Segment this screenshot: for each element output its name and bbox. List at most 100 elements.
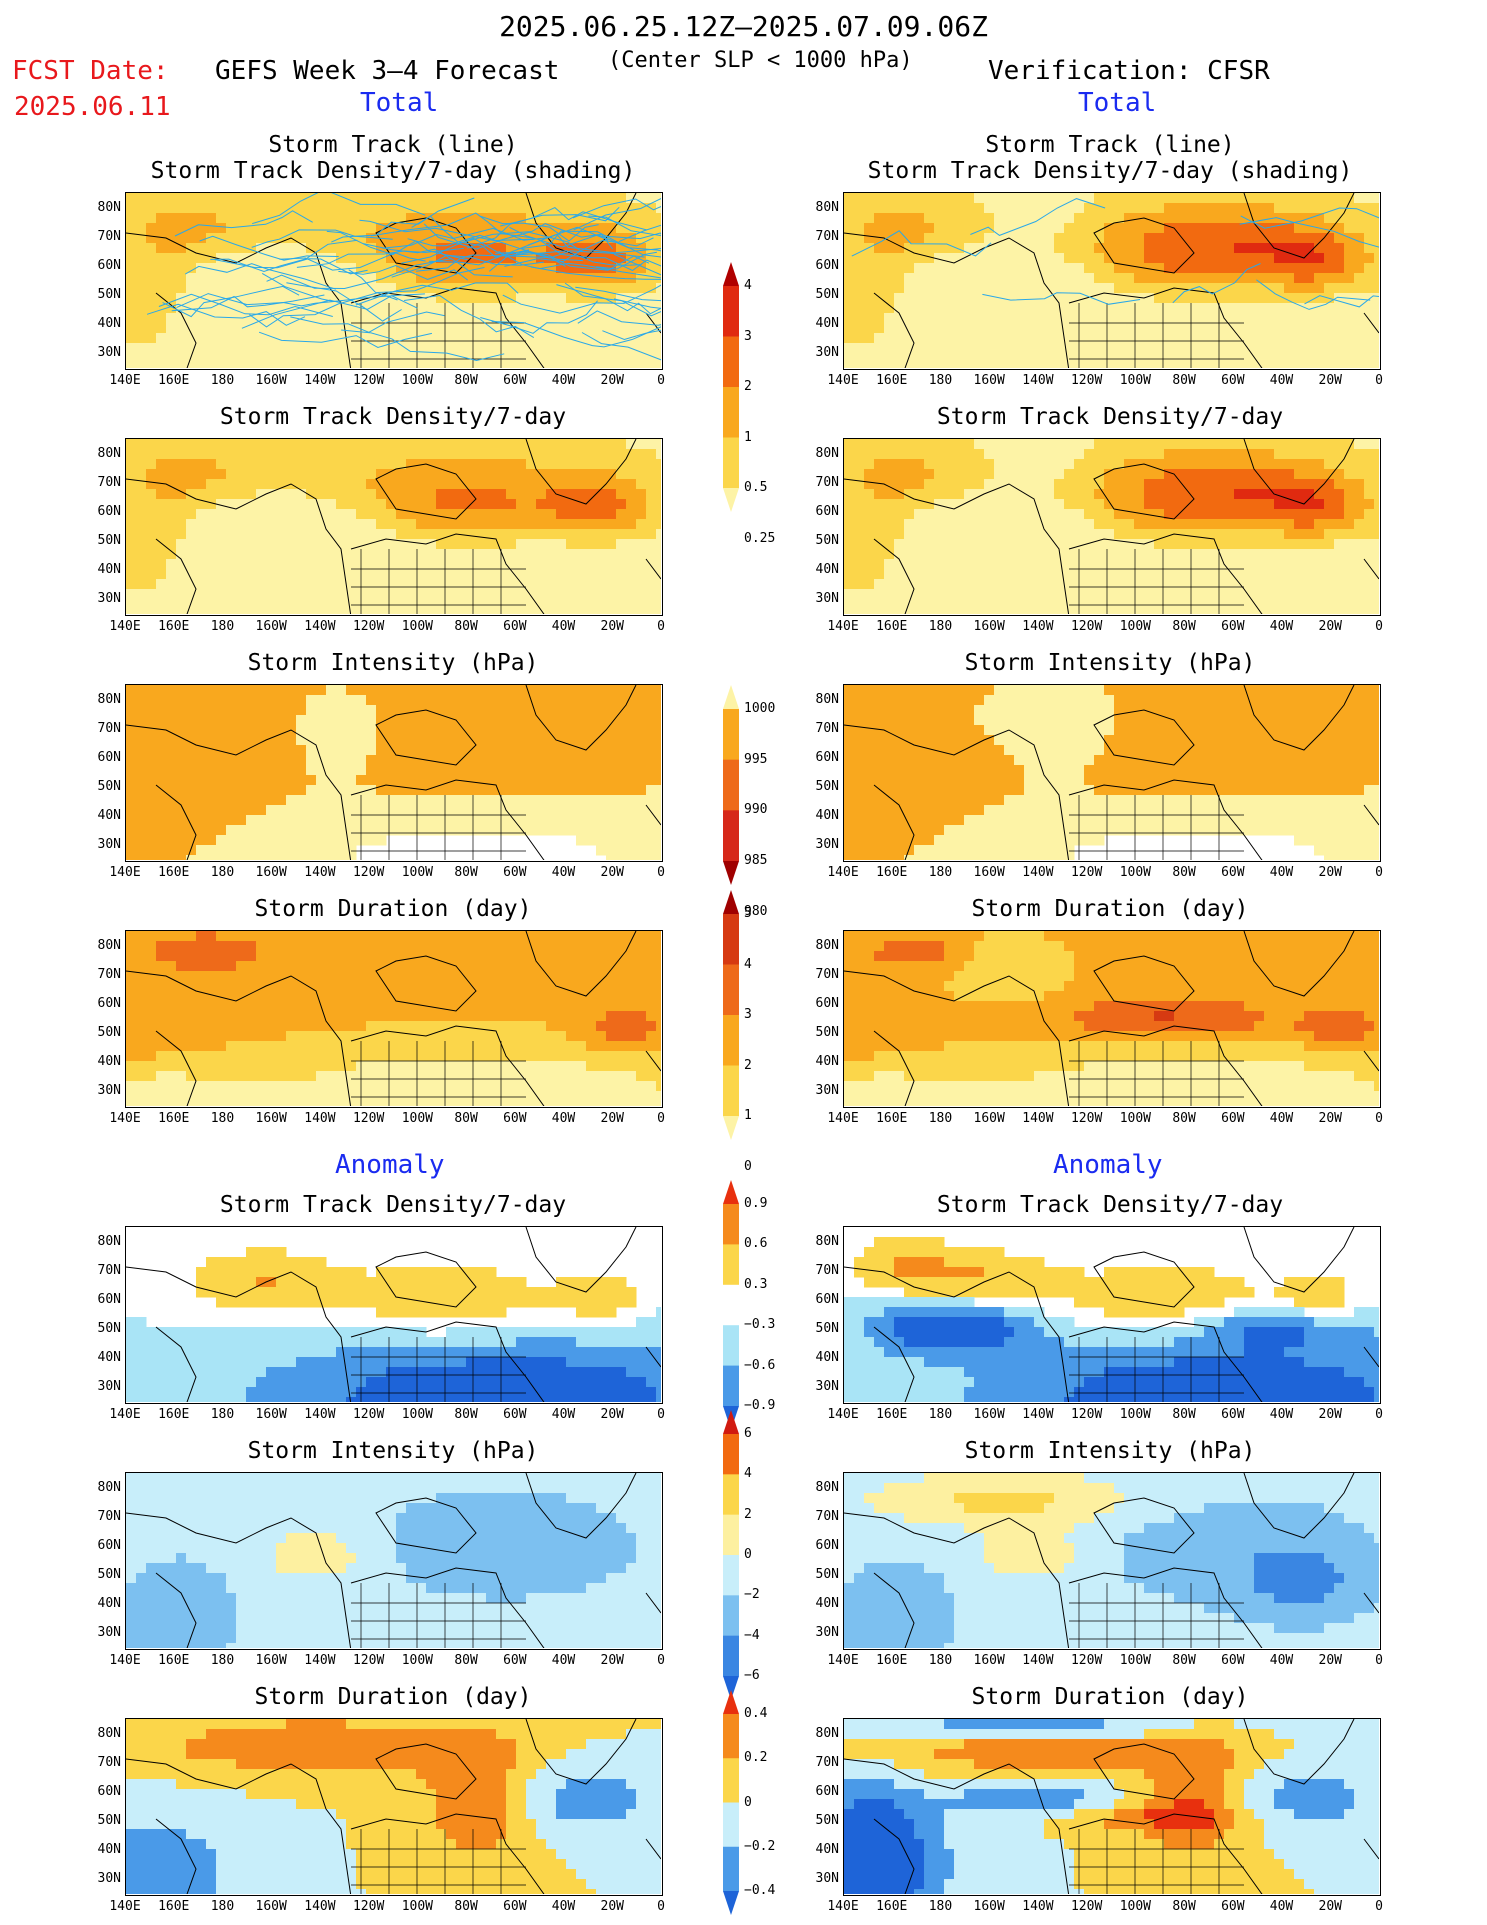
field-cell [1054, 449, 1065, 460]
field-cell [1244, 539, 1255, 550]
field-cell [626, 323, 637, 334]
field-cell [166, 529, 177, 540]
field-cell [416, 459, 427, 470]
map-track-density-verification [843, 192, 1381, 370]
field-cell [256, 835, 267, 846]
field-cell [884, 203, 895, 214]
field-cell [954, 233, 965, 244]
field-cell [466, 795, 477, 806]
lon-tick-label: 160W [973, 373, 1005, 388]
field-cell [854, 439, 865, 450]
field-cell [1154, 303, 1165, 314]
field-cell [1364, 193, 1375, 204]
field-cell [1074, 529, 1085, 540]
field-cell [526, 469, 537, 480]
field-cell [356, 223, 367, 234]
field-cell [854, 223, 865, 234]
field-cell [566, 293, 577, 304]
field-cell [626, 283, 637, 294]
field-cell [476, 559, 487, 570]
field-cell [994, 559, 1005, 570]
field-cell [526, 705, 537, 716]
field-cell [586, 439, 597, 450]
field-cell [844, 449, 855, 460]
field-cell [136, 775, 147, 786]
field-cell [556, 223, 567, 234]
field-cell [326, 479, 337, 490]
field-cell [994, 313, 1005, 324]
field-cell [844, 253, 855, 264]
field-cell [944, 343, 955, 354]
field-cell [326, 755, 337, 766]
field-cell [1084, 609, 1095, 614]
field-cell [1024, 449, 1035, 460]
storm-track-line [539, 239, 661, 272]
field-cell [1024, 529, 1035, 540]
field-cell [396, 735, 407, 746]
field-cell [576, 293, 587, 304]
field-cell [994, 233, 1005, 244]
field-cell [1054, 283, 1065, 294]
field-cell [456, 579, 467, 590]
field-cell [1064, 193, 1075, 204]
field-cell [1264, 353, 1275, 364]
field-cell [136, 233, 147, 244]
field-cell [1344, 459, 1355, 470]
field-cell [606, 745, 617, 756]
storm-track-line [290, 311, 445, 333]
field-cell [1164, 499, 1175, 510]
field-cell [326, 519, 337, 530]
field-cell [924, 549, 935, 560]
field-cell [296, 233, 307, 244]
field-cell [1114, 459, 1125, 470]
field-cell [326, 489, 337, 500]
field-cell [1154, 223, 1165, 234]
field-cell [556, 715, 567, 726]
field-cell [226, 815, 237, 826]
field-cell [1024, 479, 1035, 490]
field-cell [406, 569, 417, 580]
field-cell [306, 539, 317, 550]
field-cell [864, 599, 875, 610]
field-cell [1164, 529, 1175, 540]
field-cell [874, 343, 885, 354]
field-cell [236, 193, 247, 204]
lon-tick-label: 60W [1221, 373, 1245, 388]
field-cell [1334, 539, 1345, 550]
field-cell [326, 805, 337, 816]
field-cell [146, 735, 157, 746]
field-cell [1194, 333, 1205, 344]
field-cell [386, 193, 397, 204]
field-cell [1054, 313, 1065, 324]
field-cell [1334, 313, 1345, 324]
field-cell [1374, 589, 1379, 600]
field-cell [156, 353, 167, 364]
field-cell [1274, 253, 1285, 264]
field-cell [864, 233, 875, 244]
panel-title-intensity-left: Storm Intensity (hPa) [247, 650, 539, 676]
field-cell [1174, 213, 1185, 224]
field-cell [874, 549, 885, 560]
field-cell [196, 775, 207, 786]
field-cell [586, 609, 597, 614]
field-cell [546, 193, 557, 204]
field-cell [266, 243, 277, 254]
field-cell [964, 303, 975, 314]
field-cell [1014, 313, 1025, 324]
field-cell [606, 343, 617, 354]
field-cell [346, 499, 357, 510]
field-cell [1274, 233, 1285, 244]
field-cell [606, 755, 617, 766]
field-cell [346, 333, 357, 344]
field-cell [436, 459, 447, 470]
field-cell [606, 233, 617, 244]
panel-title-density-right: Storm Track Density/7‑day [936, 404, 1284, 430]
field-cell [306, 695, 317, 706]
field-cell [954, 459, 965, 470]
field-cell [1084, 519, 1095, 530]
field-cell [306, 609, 317, 614]
field-cell [1024, 519, 1035, 530]
field-cell [556, 193, 567, 204]
field-cell [396, 519, 407, 530]
field-cell [556, 685, 567, 696]
